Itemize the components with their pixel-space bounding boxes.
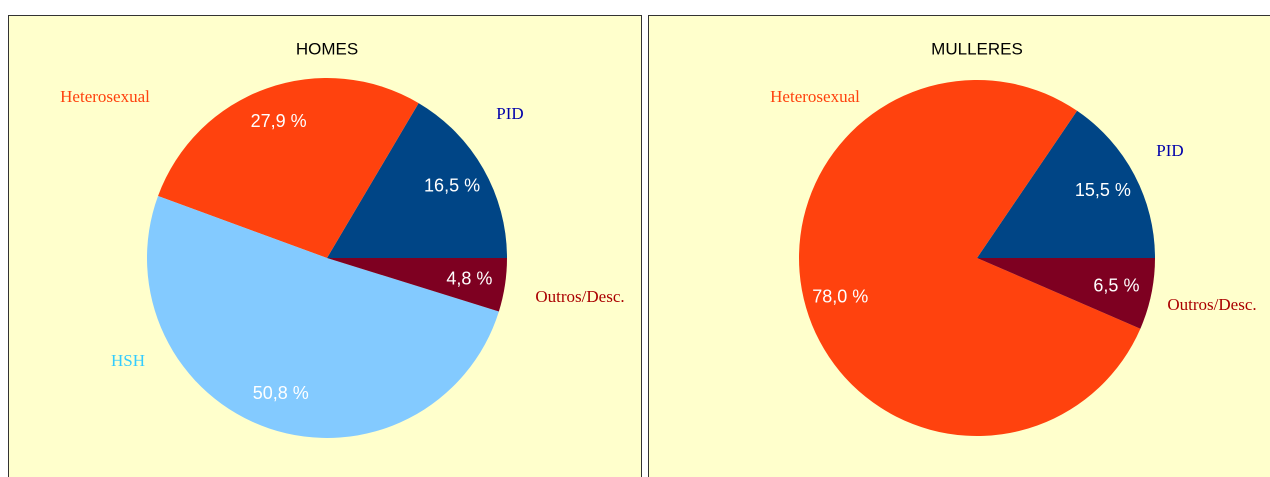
value-label: 4,8 % — [446, 268, 492, 288]
category-label: PID — [1156, 141, 1183, 160]
value-label: 78,0 % — [812, 286, 868, 306]
category-label: Outros/Desc. — [535, 287, 624, 306]
category-label: Heterosexual — [770, 87, 860, 106]
value-label: 15,5 % — [1075, 180, 1131, 200]
pie-slice — [977, 258, 1155, 329]
value-label: 50,8 % — [253, 383, 309, 403]
value-label: 16,5 % — [424, 175, 480, 195]
category-label: Heterosexual — [60, 87, 150, 106]
pie-slice — [158, 77, 419, 258]
value-label: 6,5 % — [1093, 276, 1139, 296]
pie-slice — [147, 195, 499, 438]
chart-title: HOMES — [296, 39, 358, 58]
category-label: Outros/Desc. — [1167, 295, 1256, 314]
chart-title: MULLERES — [931, 39, 1023, 58]
category-label: PID — [496, 104, 523, 123]
value-label: 27,9 % — [251, 111, 307, 131]
pie-slice — [327, 103, 507, 258]
pie-slice — [977, 110, 1155, 258]
pie-slice — [799, 80, 1141, 437]
category-label: HSH — [111, 351, 145, 370]
pie-slice — [327, 258, 507, 312]
